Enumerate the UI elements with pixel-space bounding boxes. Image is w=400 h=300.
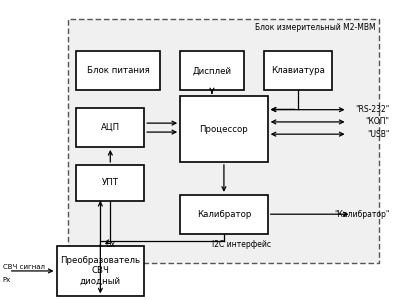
- Text: АЦП: АЦП: [101, 123, 120, 132]
- Text: УПТ: УПТ: [102, 178, 119, 187]
- Text: "RS-232": "RS-232": [355, 105, 389, 114]
- Bar: [180, 96, 268, 162]
- Text: "USB": "USB": [367, 130, 389, 139]
- Text: Калибратор: Калибратор: [197, 210, 251, 219]
- Text: I2C интерфейс: I2C интерфейс: [212, 240, 271, 249]
- Bar: [76, 165, 144, 201]
- Text: Клавиатура: Клавиатура: [271, 66, 324, 75]
- Text: Преобразователь
СВЧ
диодный: Преобразователь СВЧ диодный: [60, 256, 140, 286]
- Text: "КОП": "КОП": [365, 117, 389, 126]
- Bar: [76, 108, 144, 147]
- Bar: [180, 52, 244, 90]
- Text: СВЧ сигнал: СВЧ сигнал: [3, 264, 45, 270]
- Text: Блок питания: Блок питания: [87, 66, 150, 75]
- Text: Px: Px: [3, 277, 11, 283]
- Bar: [56, 246, 144, 296]
- Text: Ux: Ux: [106, 240, 116, 249]
- Text: Дисплей: Дисплей: [192, 66, 232, 75]
- Text: Процессор: Процессор: [200, 124, 248, 134]
- Text: Блок измерительный М2-МВМ: Блок измерительный М2-МВМ: [255, 23, 375, 32]
- Bar: [68, 19, 379, 263]
- Text: "Калибратор": "Калибратор": [334, 210, 389, 219]
- Bar: [180, 195, 268, 234]
- Bar: [76, 52, 160, 90]
- Bar: [264, 52, 332, 90]
